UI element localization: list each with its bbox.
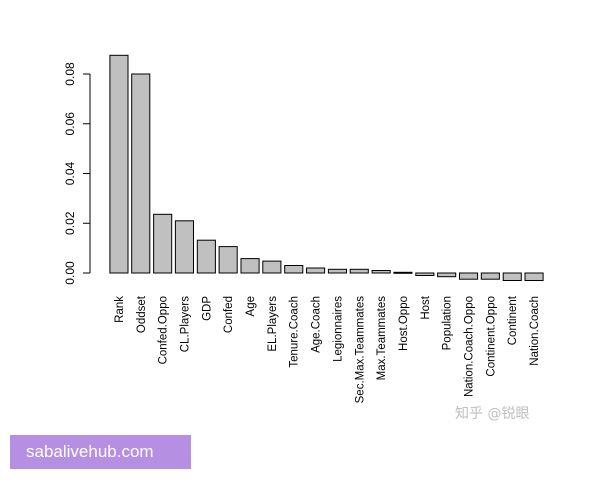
x-tick-label: Host.Oppo	[398, 296, 410, 351]
bar-confed-oppo	[153, 213, 173, 274]
x-tick-label: Sec.Max.Teammates	[354, 296, 366, 404]
x-tick-label: Confed.Oppo	[158, 296, 170, 364]
x-tick-label: Oddset	[136, 295, 148, 333]
x-tick-label: Confed	[223, 296, 235, 333]
y-axis: 0.00 0.02 0.04 0.06 0.08	[63, 62, 91, 285]
y-tick-label: 0.06	[63, 112, 77, 136]
bar-tenure-coach	[284, 265, 304, 274]
y-tick-label: 0.02	[63, 211, 77, 235]
x-tick-label: Nation.Coach	[529, 296, 541, 366]
bar-population	[437, 272, 457, 278]
bar-legionnaires	[327, 268, 347, 274]
bar-age	[240, 258, 260, 274]
x-tick-label: Rank	[114, 296, 126, 323]
x-tick-label: Continent.Oppo	[485, 296, 497, 377]
y-tick-label: 0.04	[63, 161, 77, 185]
x-tick-label: Host	[420, 295, 432, 319]
bar-continent	[502, 272, 522, 281]
y-tick-label: 0.00	[63, 261, 77, 285]
bar-sec-max-teammates	[349, 268, 369, 274]
bar-oddset	[131, 73, 151, 274]
bar-rank	[109, 54, 129, 274]
bar-max-teammates	[371, 270, 391, 274]
x-tick-label: Population	[442, 296, 454, 350]
bar-nation-coach	[524, 272, 544, 281]
bar-continent-oppo	[480, 272, 500, 280]
x-tick-label: EL.Players	[267, 296, 279, 352]
x-tick-label: Age	[245, 296, 257, 316]
x-tick-label: Age.Coach	[311, 296, 323, 353]
x-tick-label: Continent	[507, 295, 519, 345]
bar-host-oppo	[393, 271, 413, 274]
x-tick-label: CL.Players	[180, 296, 192, 352]
x-tick-label: Nation.Coach.Oppo	[464, 296, 476, 397]
site-banner[interactable]: sabalivehub.com	[10, 435, 191, 469]
bar-nation-coach-oppo	[459, 272, 479, 280]
x-tick-label: Tenure.Coach	[289, 296, 301, 368]
bars	[109, 54, 544, 281]
watermark-text: 知乎 @锐眼	[455, 406, 530, 422]
x-tick-label: Legionnaires	[332, 296, 344, 362]
bar-host	[415, 272, 435, 276]
bar-gdp	[196, 239, 216, 274]
x-tick-label: Max.Teammates	[376, 296, 388, 381]
bar-cl-players	[174, 220, 194, 274]
y-tick-label: 0.08	[63, 62, 77, 86]
x-axis-labels: Rank Oddset Confed.Oppo CL.Players GDP Confed…	[114, 295, 541, 403]
x-tick-label: GDP	[201, 296, 213, 321]
bar-age-coach	[306, 267, 326, 274]
bar-confed	[218, 246, 238, 274]
bar-el-players	[262, 260, 282, 274]
